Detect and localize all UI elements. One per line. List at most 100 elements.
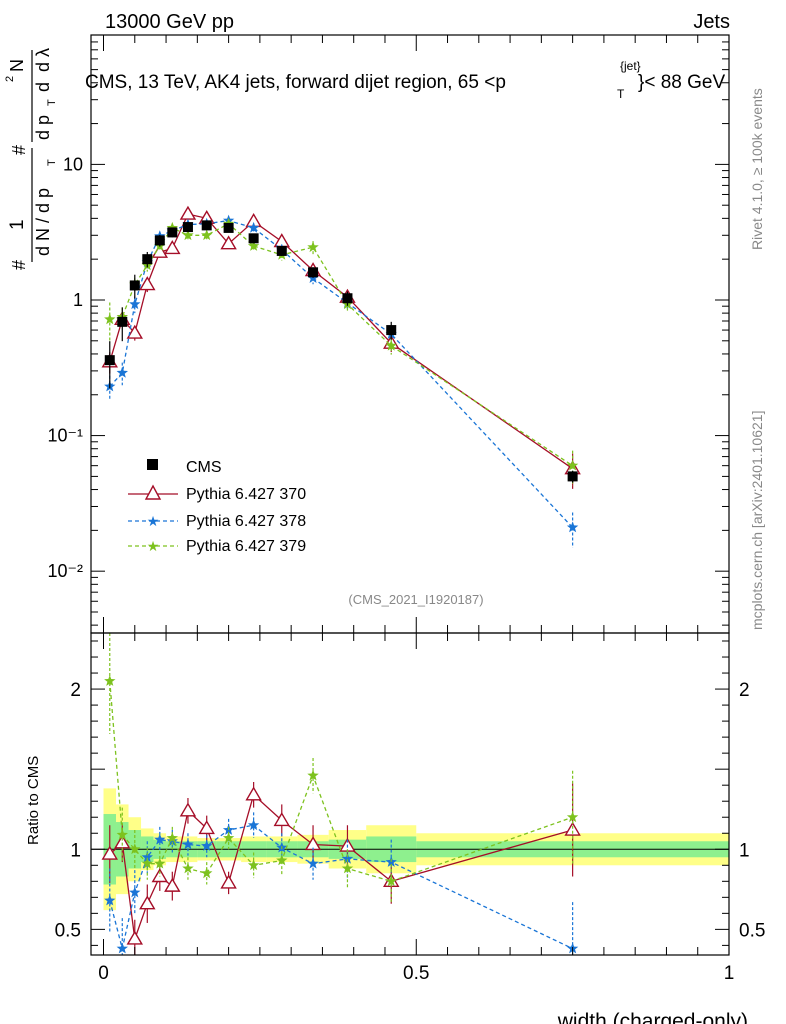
channel-label: Jets [693,11,730,33]
series-378-point [116,366,128,378]
series-379-point [104,313,116,325]
ratio-series-370-point [101,845,118,860]
plot-title: CMS, 13 TeV, AK4 jets, forward dijet reg… [85,59,725,101]
series-379-point [385,339,397,351]
analysis-id-label: (CMS_2021_I1920187) [348,592,483,607]
y-axis-label: # 1 d N / d p T # d p T d N 2 d λ [4,48,58,270]
series-379-point [566,459,579,471]
svg-text:T: T [617,87,625,101]
ratio-series-370-point [564,821,581,836]
series-379-point [307,241,319,253]
ratio-series-370-point [179,802,197,817]
x-tick-label: 0 [98,963,109,984]
ratio-series-370-point [273,812,290,827]
x-tick-label: 0.5 [403,963,429,984]
y-tick-label: 10⁻² [47,561,83,581]
ratio-series-379-point [307,769,319,781]
svg-text:1: 1 [7,219,28,230]
ratio-series-379-point [385,875,397,887]
svg-text:d λ: d λ [33,48,53,72]
ratio-series-379-point [129,843,141,855]
ratio-series-378-point [104,894,116,906]
energy-label: 13000 GeV pp [105,11,234,33]
series-379-line [109,222,573,467]
x-tick-label: 1 [724,963,735,984]
y-tick-label: 1 [73,290,83,310]
cms-point [154,235,165,246]
x-axis-label: width (charged-only) [557,1010,748,1024]
ratio-series-379-point [166,832,178,843]
legend-cms-marker [147,459,158,470]
svg-text:#: # [9,145,29,155]
ratio-series-370-point [126,930,144,945]
ratio-series-379-point [276,854,288,866]
svg-text:2: 2 [4,76,16,82]
ratio-series-379-point [566,811,579,823]
ratio-tick-label-right: 2 [739,680,750,701]
ratio-series-370-point [139,895,156,910]
cms-point [276,245,287,256]
ratio-series-370-point [245,786,262,801]
series-378-point [247,221,260,233]
legend-series-379-label: Pythia 6.427 379 [186,538,306,555]
ratio-series-379-point [141,857,153,869]
ratio-series-379-point [182,862,194,874]
ratio-series-378-point [201,840,213,851]
ratio-series-378-point [116,942,128,954]
legend-series-378-label: Pythia 6.427 378 [186,513,306,530]
svg-text:#: # [9,260,29,270]
ratio-series-378-point [247,819,260,831]
series-370-point [139,276,156,291]
legend-cms-label: CMS [186,459,222,476]
series-370-point [164,240,181,255]
series-370-point [179,205,197,220]
rivet-label: Rivet 4.1.0, ≥ 100k events [749,88,765,250]
y-tick-label: 10 [63,154,83,174]
ratio-series-378-point [154,833,166,845]
svg-text:d N / d p: d N / d p [33,188,53,256]
series-378-line [109,219,574,528]
ratio-series-379-point [247,859,260,871]
ratio-series-378-point [341,852,354,864]
series-379-point [201,229,213,241]
series-370-point [126,324,144,339]
legend-series-370-marker [144,484,162,500]
cms-point [567,471,578,482]
legend-series-378-marker: ★ [147,513,160,529]
ratio-series-379-point [341,862,354,874]
svg-text:CMS, 13 TeV, AK4 jets, forward: CMS, 13 TeV, AK4 jets, forward dijet reg… [85,72,506,93]
series-379-point [166,221,178,233]
cms-point [129,280,140,291]
ratio-tick-label-right: 0.5 [739,920,765,941]
cms-point [167,227,178,238]
ratio-series-379-point [116,828,128,840]
y-tick-label: 10⁻¹ [47,426,83,446]
ratio-series-379-point [222,832,235,843]
ratio-frame [90,632,730,956]
ratio-series-379-point [104,675,116,686]
cms-point [104,355,115,366]
ratio-series-378-point [182,838,194,850]
ratio-series-370-point [164,877,181,892]
ratio-tick-label-left: 1 [70,840,81,861]
ratio-series-370-point [220,874,237,889]
svg-text:d p: d p [33,115,53,140]
ratio-series-379-point [154,857,166,869]
cms-point [201,220,212,231]
ratio-series-378-point [141,851,153,863]
ratio-tick-label-right: 1 [739,840,750,861]
series-379-point [182,229,194,241]
cms-point [182,222,193,233]
ratio-tick-label-left: 0.5 [55,920,81,941]
series-378-point [566,521,579,533]
series-379-point [247,240,260,251]
ratio-series-378-point [129,886,141,898]
cms-point [223,222,234,233]
ratio-series-379-point [201,867,213,879]
svg-text:N: N [7,59,27,72]
svg-text:d: d [33,82,53,92]
cms-point [117,316,128,327]
svg-text:}< 88 GeV: }< 88 GeV [638,72,725,93]
ratio-y-label: Ratio to CMS [25,756,42,845]
